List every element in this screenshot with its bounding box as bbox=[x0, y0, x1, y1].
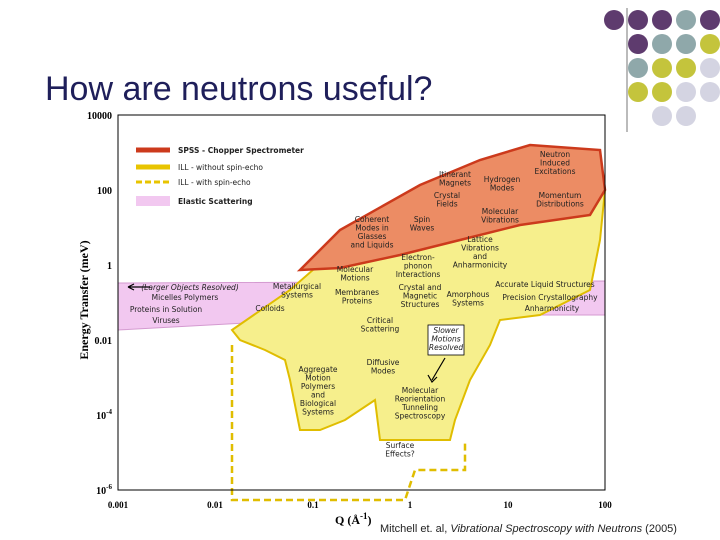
x-tick-label: 0.001 bbox=[108, 500, 129, 510]
region-label: Proteins in Solution bbox=[130, 305, 203, 314]
y-tick-label: 1 bbox=[107, 261, 112, 272]
region-label: Lattice Vibrations and Anharmonicity bbox=[453, 235, 508, 270]
x-tick-label: 10 bbox=[504, 500, 514, 510]
region-label: Critical Scattering bbox=[361, 316, 400, 334]
region-label: Precision Crystallography bbox=[502, 293, 598, 302]
region-label: Membranes Proteins bbox=[335, 288, 379, 306]
x-tick-label: 0.1 bbox=[307, 500, 319, 510]
x-tick-label: 0.01 bbox=[207, 500, 223, 510]
region-label: Itinerant Magnets bbox=[439, 170, 471, 188]
region-label: Metallurgical Systems bbox=[273, 282, 321, 300]
region-label: Momentum Distributions bbox=[536, 191, 584, 209]
legend-label: ILL - with spin-echo bbox=[178, 178, 251, 187]
plot-regions bbox=[117, 114, 607, 502]
region-label: (Larger Objects Resolved) bbox=[141, 283, 239, 292]
region-label: Colloids bbox=[255, 304, 284, 313]
region-label: Molecular Reorientation Tunneling Spectrosc… bbox=[395, 386, 446, 421]
region-label: Crystal Fields bbox=[434, 191, 460, 209]
region-label: Hydrogen Modes bbox=[484, 175, 521, 193]
region-label: Surface Effects? bbox=[385, 441, 414, 459]
region-label: Molecular Vibrations bbox=[481, 207, 519, 225]
region-label: Neutron Induced Excitations bbox=[534, 150, 575, 176]
x-tick-label: 1 bbox=[408, 500, 413, 510]
region-label: Micelles Polymers bbox=[152, 293, 219, 302]
x-axis-label: Q (Å-1) bbox=[335, 511, 372, 527]
y-tick-label: 0.01 bbox=[95, 336, 113, 347]
region-label: Molecular Motions bbox=[337, 265, 374, 283]
y-tick-label: 10-4 bbox=[96, 408, 112, 422]
legend-label: SPSS - Chopper Spectrometer bbox=[178, 146, 304, 155]
y-tick-label: 100 bbox=[97, 186, 112, 197]
y-tick-label: 10000 bbox=[87, 111, 112, 122]
region-label: Slower Motions Resolved bbox=[429, 326, 463, 352]
region-label: Accurate Liquid Structures bbox=[495, 280, 595, 289]
region-label: Amorphous Systems bbox=[447, 290, 490, 308]
region-label: Anharmonicity bbox=[525, 304, 580, 313]
y-axis-label: Energy Transfer (meV) bbox=[77, 240, 91, 359]
x-tick-label: 100 bbox=[598, 500, 612, 510]
region-label: Crystal and Magnetic Structures bbox=[399, 283, 442, 309]
region-label: Coherent Modes in Glasses and Liquids bbox=[350, 215, 393, 250]
region-label: Spin Waves bbox=[410, 215, 435, 233]
region-label: Aggregate Motion Polymers and Biological Syst… bbox=[298, 365, 337, 417]
y-tick-label: 10-6 bbox=[96, 483, 112, 497]
region-label: Electron-phonon Interactions bbox=[396, 253, 441, 279]
slide-title: How are neutrons useful? bbox=[45, 70, 432, 108]
legend-label: ILL - without spin-echo bbox=[178, 163, 263, 172]
citation: Mitchell et. al, Vibrational Spectroscop… bbox=[380, 523, 677, 535]
decor-circles bbox=[604, 8, 720, 132]
legend: SPSS - Chopper Spectrometer ILL - withou… bbox=[136, 146, 304, 206]
region-label: Diffusive Modes bbox=[367, 358, 400, 376]
region-label: Viruses bbox=[152, 316, 179, 325]
legend-label: Elastic Scattering bbox=[178, 197, 253, 206]
